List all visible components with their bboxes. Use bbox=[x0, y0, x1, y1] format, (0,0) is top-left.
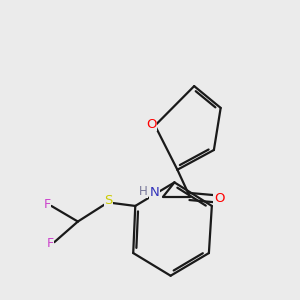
Text: N: N bbox=[149, 187, 159, 200]
Text: F: F bbox=[46, 237, 53, 250]
Text: O: O bbox=[146, 118, 157, 130]
Text: F: F bbox=[44, 198, 50, 211]
Text: H: H bbox=[139, 185, 148, 198]
Text: S: S bbox=[104, 194, 113, 207]
Text: O: O bbox=[214, 192, 224, 205]
